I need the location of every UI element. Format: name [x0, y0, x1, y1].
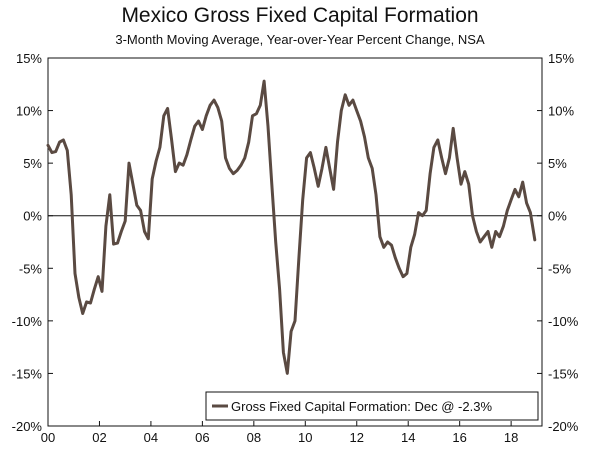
y-tick-label-left: -20% [12, 419, 43, 434]
x-tick-label: 18 [504, 430, 518, 445]
x-tick-label: 06 [195, 430, 209, 445]
y-tick-label-right: 10% [548, 104, 574, 119]
y-tick-label-right: -5% [548, 261, 572, 276]
x-tick-label: 04 [144, 430, 158, 445]
x-tick-label: 00 [41, 430, 55, 445]
y-tick-label-right: 0% [548, 209, 567, 224]
x-tick-label: 16 [452, 430, 466, 445]
x-tick-label: 08 [247, 430, 261, 445]
plot-area [47, 57, 543, 427]
y-tick-label-right: 5% [548, 156, 567, 171]
chart-subtitle: 3-Month Moving Average, Year-over-Year P… [115, 32, 485, 47]
y-tick-label-right: -20% [548, 419, 579, 434]
series-line [46, 79, 537, 375]
y-tick-label-left: -5% [19, 261, 43, 276]
x-tick-label: 02 [92, 430, 106, 445]
legend-label: Gross Fixed Capital Formation: Dec @ -2.… [231, 399, 492, 414]
chart-title: Mexico Gross Fixed Capital Formation [121, 4, 479, 27]
x-tick-label: 14 [401, 430, 415, 445]
y-tick-label-right: 15% [548, 51, 574, 66]
y-tick-label-left: 15% [16, 51, 42, 66]
y-tick-label-right: -10% [548, 314, 579, 329]
y-tick-label-left: 10% [16, 104, 42, 119]
y-tick-label-left: 0% [23, 209, 42, 224]
legend-box [205, 391, 539, 421]
y-tick-label-right: -15% [548, 366, 579, 381]
y-tick-label-left: 5% [23, 156, 42, 171]
y-tick-label-left: -15% [12, 366, 43, 381]
x-tick-label: 10 [298, 430, 312, 445]
legend: Gross Fixed Capital Formation: Dec @ -2.… [205, 391, 539, 421]
x-tick-label: 12 [350, 430, 364, 445]
y-tick-label-left: -10% [12, 314, 43, 329]
